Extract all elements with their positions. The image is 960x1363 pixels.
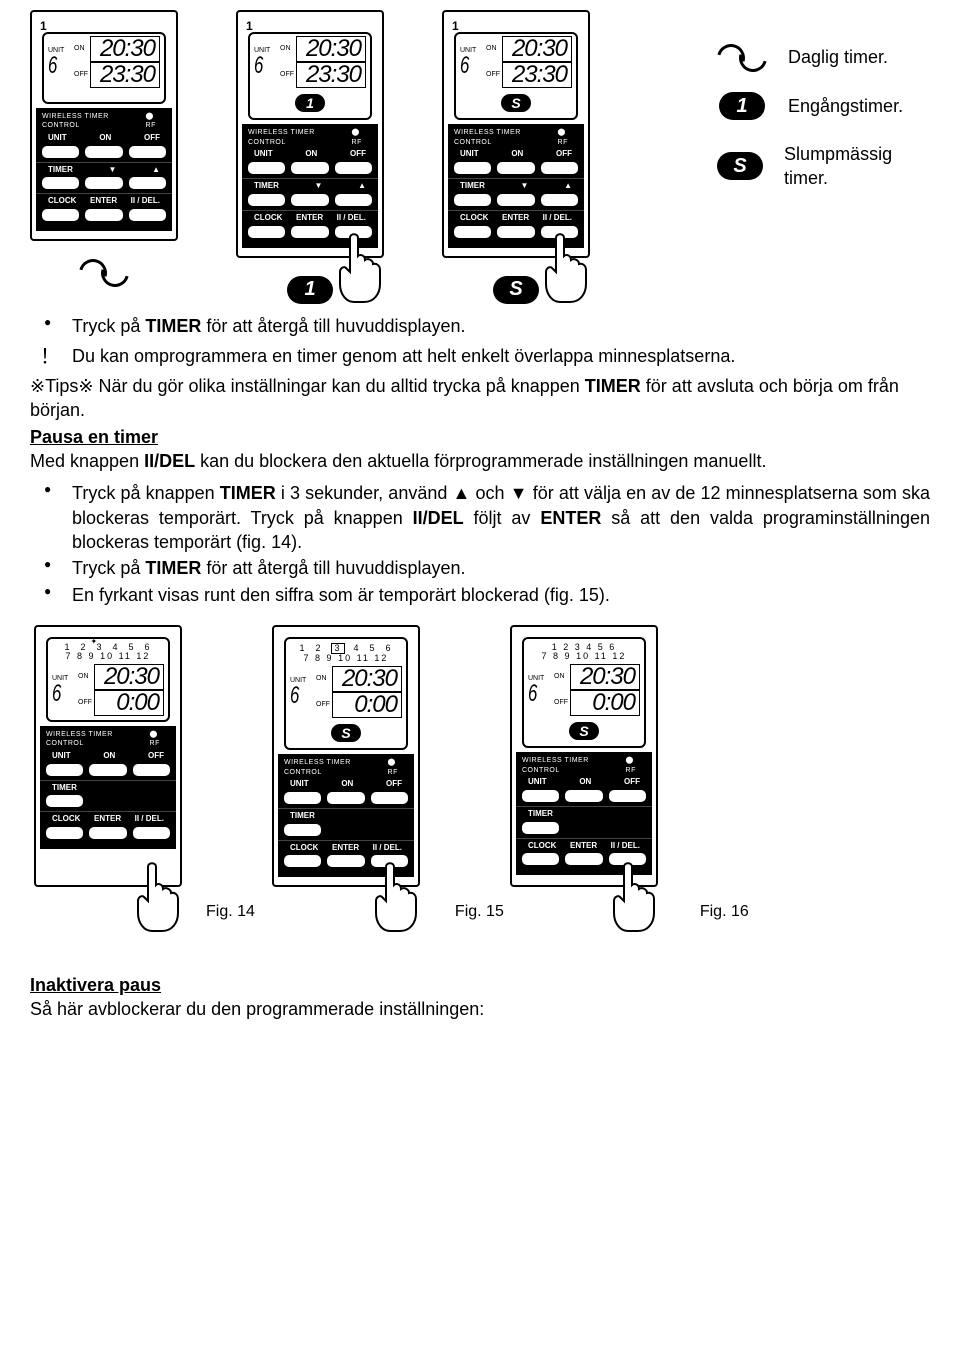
legend-random-label: Slumpmässig timer. bbox=[784, 142, 930, 191]
remote-1-mode-icon bbox=[30, 259, 178, 291]
remote-fig16: 1 2 3 4 5 6 7 8 9 10 11 12 UNIT6 ON20:30… bbox=[510, 625, 658, 888]
iidel-button[interactable] bbox=[129, 209, 166, 221]
timer-button[interactable] bbox=[42, 177, 79, 189]
note-bang: Du kan omprogrammera en timer genom att … bbox=[30, 344, 930, 368]
remote-2: 1 UNIT6 ON20:30 OFF23:30 1 WIRELESS TIME… bbox=[236, 10, 384, 304]
remote-fig15: 1 2 3 4 5 6 7 8 9 10 11 12 UNIT6 ON20:30… bbox=[272, 625, 420, 888]
unit-button[interactable] bbox=[42, 146, 79, 158]
down-button[interactable] bbox=[85, 177, 122, 189]
fig-15-label: Fig. 15 bbox=[455, 901, 504, 923]
remote-1-off-time: 23:30 bbox=[90, 62, 160, 88]
section-inaktivera: Inaktivera paus Så här avblockerar du de… bbox=[30, 973, 930, 1022]
mode-1-icon: 1 bbox=[719, 92, 765, 120]
mode-s-icon: S bbox=[717, 152, 763, 180]
remote-fig14: 1 2 3✦ 4 5 6 7 8 9 10 11 12 UNIT6 ON20:3… bbox=[34, 625, 182, 888]
up-button[interactable] bbox=[129, 177, 166, 189]
bullet-3: Tryck på TIMER för att återgå till huvud… bbox=[30, 556, 930, 580]
mode-s-icon: S bbox=[501, 94, 531, 112]
iidel-button[interactable] bbox=[133, 827, 170, 839]
bullet-2: Tryck på knappen TIMER i 3 sekunder, anv… bbox=[30, 481, 930, 554]
remote-1: 1 UNIT6 ON20:30 OFF23:30 WIRELESS TIMER … bbox=[30, 10, 178, 292]
on-button[interactable] bbox=[85, 146, 122, 158]
figure-labels: Fig. 14 Fig. 15 Fig. 16 bbox=[30, 901, 930, 923]
cycle-icon bbox=[717, 44, 767, 70]
enter-button[interactable] bbox=[85, 209, 122, 221]
remote-1-on-time: 20:30 bbox=[90, 36, 160, 62]
top-remotes-row: 1 UNIT6 ON20:30 OFF23:30 WIRELESS TIMER … bbox=[30, 10, 930, 304]
clock-button[interactable] bbox=[42, 209, 79, 221]
remote-1-corner: 1 bbox=[36, 16, 172, 30]
remote-3: 1 UNIT6 ON20:30 OFF23:30 S WIRELESS TIME… bbox=[442, 10, 590, 304]
heading-pause: Pausa en timer bbox=[30, 427, 158, 447]
hand-icon bbox=[128, 857, 184, 937]
tips-paragraph: ※Tips※ När du gör olika inställningar ka… bbox=[30, 374, 930, 423]
mode-1-icon: 1 bbox=[287, 276, 333, 304]
mode-s-icon: S bbox=[493, 276, 539, 304]
bullet-1: Tryck på TIMER för att återgå till huvud… bbox=[30, 314, 930, 338]
bullet-4: En fyrkant visas runt den siffra som är … bbox=[30, 583, 930, 607]
mode-1-icon: 1 bbox=[295, 94, 325, 112]
pause-paragraph: Med knappen II/DEL kan du blockera den a… bbox=[30, 449, 930, 473]
legend-daily-label: Daglig timer. bbox=[788, 45, 888, 69]
body-text: Tryck på TIMER för att återgå till huvud… bbox=[30, 314, 930, 607]
legend: Daglig timer. 1 Engångstimer. S Slumpmäs… bbox=[714, 44, 930, 213]
bottom-remotes-row: 1 2 3✦ 4 5 6 7 8 9 10 11 12 UNIT6 ON20:3… bbox=[34, 625, 930, 888]
remote-1-panel: WIRELESS TIMER CONTROL⬤ RF UNITONOFF TIM… bbox=[36, 108, 172, 231]
fig-14-label: Fig. 14 bbox=[206, 901, 255, 923]
cycle-icon bbox=[79, 259, 129, 285]
remote-1-lcd: UNIT6 ON20:30 OFF23:30 bbox=[42, 32, 166, 104]
off-button[interactable] bbox=[129, 146, 166, 158]
inaktivera-paragraph: Så här avblockerar du den programmerade … bbox=[30, 997, 930, 1021]
fig-16-label: Fig. 16 bbox=[700, 901, 749, 923]
heading-inaktivera: Inaktivera paus bbox=[30, 975, 161, 995]
lcd-grid: 1 2 3✦ 4 5 6 7 8 9 10 11 12 bbox=[52, 643, 164, 661]
legend-once-label: Engångstimer. bbox=[788, 94, 903, 118]
